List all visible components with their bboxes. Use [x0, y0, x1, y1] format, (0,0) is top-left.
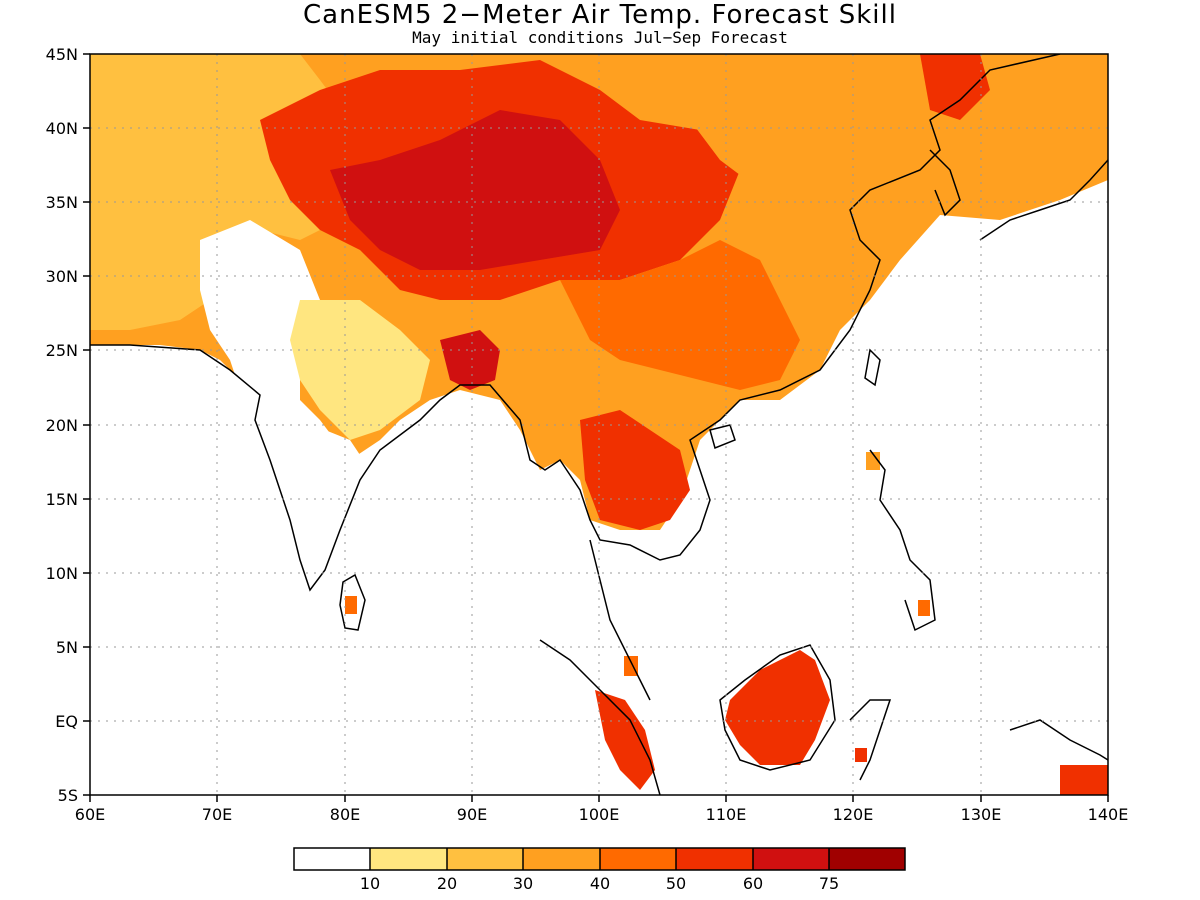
colorbar-swatch: [753, 848, 829, 870]
skill-region-10-20-india: [290, 300, 430, 440]
lat-tick-labels: 5S EQ 5N 10N 15N 20N 25N 30N 35N 40N 45N: [46, 45, 78, 805]
map-subtitle: May initial conditions Jul−Sep Forecast: [412, 28, 788, 47]
coastline-sumatra: [539, 639, 661, 795]
skill-spot-sulawesi: [855, 748, 867, 762]
lon-tick-label: 140E: [1088, 805, 1129, 824]
skill-region-60-75-borneo: [725, 650, 830, 765]
lat-tick-label: 45N: [46, 45, 78, 64]
colorbar-swatch: [447, 848, 523, 870]
lat-tick-label: EQ: [55, 712, 78, 731]
skill-region-60-75-tibet: [330, 110, 620, 270]
lon-tick-label: 110E: [706, 805, 747, 824]
colorbar-swatch: [523, 848, 600, 870]
colorbar-swatch: [600, 848, 676, 870]
colorbar: 10 20 30 40 50 60 75: [293, 847, 906, 893]
colorbar-label: 40: [590, 874, 610, 893]
lat-tick-label: 35N: [46, 193, 78, 212]
lat-tick-label: 10N: [46, 564, 78, 583]
colorbar-label: 60: [743, 874, 763, 893]
skill-spot-sri-lanka: [345, 596, 357, 614]
lon-tick-label: 120E: [833, 805, 874, 824]
lon-tick-label: 130E: [961, 805, 1002, 824]
lon-tick-label: 80E: [330, 805, 360, 824]
lat-tick-label: 15N: [46, 490, 78, 509]
lon-tick-labels: 60E 70E 80E 90E 100E 110E 120E 130E 140E: [75, 805, 1129, 824]
skill-spot-mindanao: [918, 600, 930, 616]
lat-tick-label: 25N: [46, 341, 78, 360]
colorbar-swatch: [370, 848, 447, 870]
lat-tick-label: 40N: [46, 119, 78, 138]
coastline-new-guinea: [1009, 719, 1108, 761]
colorbar-swatch: [829, 848, 905, 870]
skill-spot-philippines: [866, 452, 880, 470]
coastline-borneo: [719, 644, 836, 771]
lon-tick-label: 70E: [202, 805, 232, 824]
colorbar-swatch: [294, 848, 370, 870]
coastline-korea: [929, 149, 961, 217]
lon-tick-label: 100E: [579, 805, 620, 824]
coastline-sulawesi: [849, 699, 892, 781]
coastline-india: [90, 54, 1061, 592]
coastline-malay-peninsula: [589, 539, 651, 701]
lon-tick-label: 60E: [75, 805, 105, 824]
colorbar-swatch: [676, 848, 753, 870]
map-title: CanESM5 2−Meter Air Temp. Forecast Skill: [303, 0, 897, 30]
lat-tick-label: 30N: [46, 267, 78, 286]
colorbar-label: 10: [360, 874, 380, 893]
skill-region-60-75-bangladesh: [440, 330, 500, 390]
lat-tick-label: 20N: [46, 416, 78, 435]
lat-tick-label: 5S: [58, 786, 78, 805]
skill-region-30-40-china: [690, 60, 900, 200]
skill-region-50-60-sumatra: [595, 690, 655, 790]
skill-spot-malaya: [624, 656, 638, 676]
coastline-hainan: [709, 424, 736, 450]
skill-region-below-10-india: [200, 220, 370, 590]
coastline-sri-lanka: [339, 573, 366, 631]
colorbar-label: 50: [666, 874, 686, 893]
colorbar-label: 30: [513, 874, 533, 893]
skill-region-50-60-indochina: [580, 410, 690, 530]
colorbar-label: 20: [437, 874, 457, 893]
coastline-taiwan: [864, 348, 881, 387]
skill-region-40-50-china: [560, 240, 800, 390]
tick-marks: [83, 53, 1109, 802]
coastline-japan: [979, 159, 1108, 241]
lat-tick-label: 5N: [56, 638, 78, 657]
skill-region-50-60-korea: [920, 54, 990, 120]
coastlines: [90, 54, 1108, 795]
coastline-philippines: [869, 449, 936, 632]
skill-region-60-75-new-guinea: [1060, 765, 1108, 795]
gridlines: [90, 54, 1108, 795]
lon-tick-label: 90E: [457, 805, 487, 824]
colorbar-label: 75: [819, 874, 839, 893]
